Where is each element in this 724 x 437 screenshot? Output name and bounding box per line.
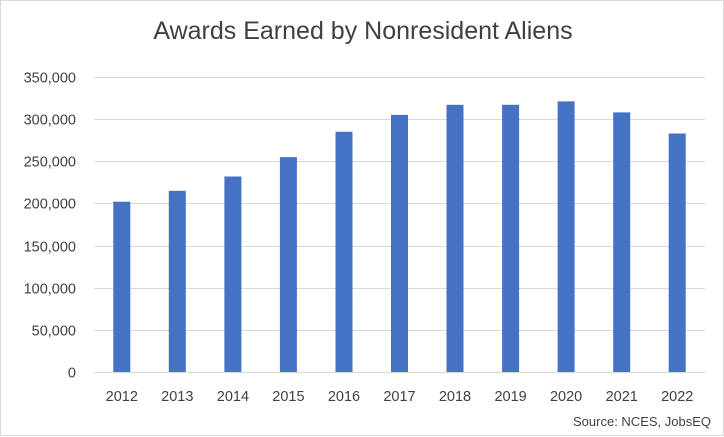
x-tick-label: 2022 (661, 389, 693, 405)
chart-title: Awards Earned by Nonresident Aliens (153, 17, 573, 45)
y-tick-label: 350,000 (24, 71, 76, 87)
x-tick-label: 2016 (328, 389, 360, 405)
y-tick-label: 50,000 (32, 324, 76, 340)
bar-2019 (502, 104, 520, 373)
x-tick-label: 2021 (606, 389, 638, 405)
x-tick-label: 2015 (272, 389, 304, 405)
y-tick-label: 100,000 (24, 282, 76, 298)
x-tick-label: 2020 (550, 389, 582, 405)
y-tick-label: 200,000 (24, 197, 76, 213)
bar-2014 (224, 176, 242, 372)
bar-2020 (557, 101, 575, 373)
bar-2017 (391, 114, 408, 373)
y-tick-label: 150,000 (24, 240, 76, 256)
x-tick-label: 2017 (383, 389, 415, 405)
y-tick-label: 0 (68, 366, 76, 382)
bar-2012 (113, 201, 131, 372)
y-axis-ticks: 0 50,000 100,000 150,000 200,000 250,000 300,0… (24, 71, 76, 382)
y-tick-label: 250,000 (24, 155, 76, 171)
bar-2016 (335, 131, 353, 372)
bar-2021 (613, 112, 631, 373)
x-tick-label: 2018 (439, 389, 471, 405)
bar-2018 (446, 104, 464, 373)
bars (113, 101, 686, 373)
x-tick-label: 2019 (494, 389, 526, 405)
x-axis-ticks: 2012 2013 2014 2015 2016 2017 2018 2019 2020 2021… (106, 389, 694, 405)
x-tick-label: 2012 (106, 389, 138, 405)
x-tick-label: 2014 (217, 389, 249, 405)
bar-2015 (279, 157, 297, 372)
x-tick-label: 2013 (161, 389, 193, 405)
source-note: Source: NCES, JobsEQ (573, 414, 711, 429)
bar-2013 (168, 190, 186, 372)
bar-2022 (668, 133, 686, 372)
y-tick-label: 300,000 (24, 113, 76, 129)
